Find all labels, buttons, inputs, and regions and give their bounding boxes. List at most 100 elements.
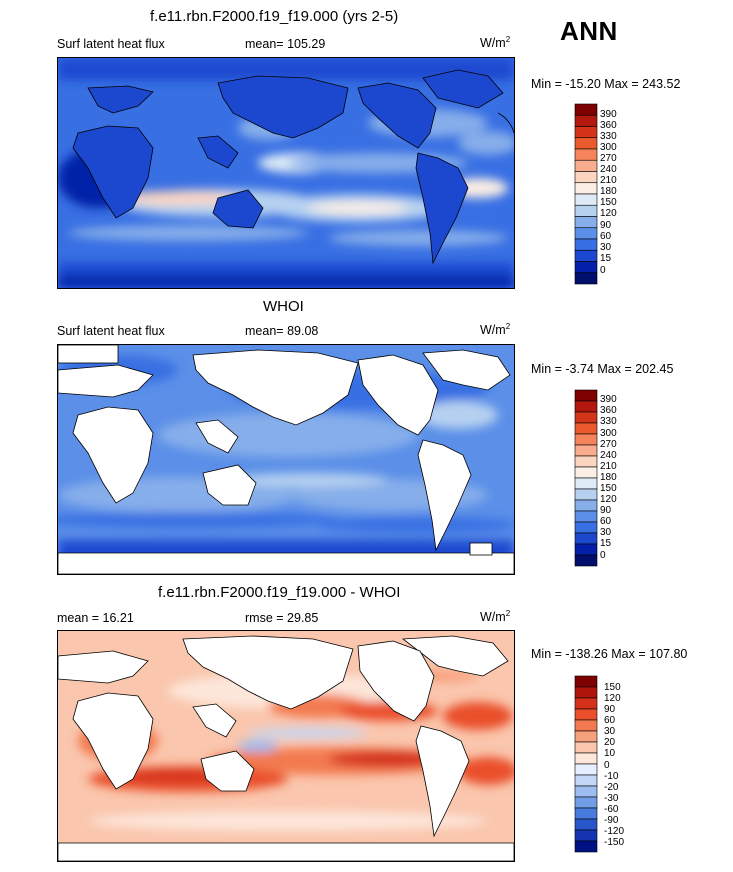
colorbar-swatch — [574, 193, 598, 206]
colorbar-swatch — [574, 103, 598, 116]
panel-model-title: f.e11.rbn.F2000.f19_f19.000 (yrs 2-5) — [150, 8, 399, 25]
colorbar-model-label: 0 — [600, 265, 606, 276]
colorbar-swatch — [574, 730, 598, 743]
panel-diff-units-base: W/m — [480, 610, 506, 625]
panel-model-units-base: W/m — [480, 36, 506, 51]
colorbar-swatch — [574, 137, 598, 150]
colorbar-swatch — [574, 126, 598, 139]
colorbar-obs-label: 300 — [600, 428, 617, 439]
map-diff — [57, 630, 515, 862]
colorbar-diff-label: 120 — [604, 693, 621, 704]
colorbar-obs-label: 390 — [600, 394, 617, 405]
panel-obs-mean: mean= 89.08 — [245, 324, 318, 338]
colorbar-swatch — [574, 400, 598, 413]
map-obs — [57, 344, 515, 575]
panel-obs-variable: Surf latent heat flux — [57, 324, 165, 338]
panel-obs-mean-label: mean= — [245, 324, 284, 338]
colorbar-swatch — [574, 807, 598, 820]
colorbar-diff-label: 150 — [604, 682, 621, 693]
colorbar-swatch — [574, 477, 598, 490]
colorbar-swatch — [574, 686, 598, 699]
colorbar-swatch — [574, 216, 598, 229]
colorbar-swatch — [574, 433, 598, 446]
colorbar-swatch — [574, 411, 598, 424]
colorbar-diff-label: 10 — [604, 748, 616, 759]
colorbar-swatch — [574, 227, 598, 240]
colorbar-obs-label: 240 — [600, 450, 617, 461]
colorbar-diff-label: -10 — [604, 771, 619, 782]
colorbar-model-label: 15 — [600, 253, 612, 264]
panel-model-mean-value: 105.29 — [287, 37, 326, 51]
panel-model-variable: Surf latent heat flux — [57, 37, 165, 51]
colorbar-diff-label: -60 — [604, 804, 619, 815]
panel-diff-mean-label: mean = — [57, 611, 100, 625]
colorbar-swatch — [574, 272, 598, 285]
colorbar-obs-label: 15 — [600, 538, 612, 549]
colorbar-swatch — [574, 249, 598, 262]
colorbar-obs-label: 30 — [600, 527, 612, 538]
panel-diff-units-exp: 2 — [505, 609, 511, 618]
panel-diff-title: f.e11.rbn.F2000.f19_f19.000 - WHOI — [158, 584, 401, 601]
colorbar-model-label: 120 — [600, 208, 617, 219]
colorbar-swatch — [574, 159, 598, 172]
colorbar-swatch — [574, 182, 598, 195]
panel-model-mean: mean= 105.29 — [245, 37, 325, 51]
colorbar-model-label: 270 — [600, 153, 617, 164]
panel-diff-mean-value: 16.21 — [102, 611, 134, 625]
colorbar-diff-label: -150 — [604, 837, 625, 848]
colorbar-obs-label: 150 — [600, 483, 617, 494]
colorbar-diff-label: -90 — [604, 815, 619, 826]
colorbar-obs-label: 180 — [600, 472, 617, 483]
panel-obs-minmax: Min = -3.74 Max = 202.45 — [531, 362, 674, 376]
colorbar-swatch — [574, 763, 598, 776]
colorbar-obs — [574, 389, 625, 570]
panel-diff-mean: mean = 16.21 — [57, 611, 134, 625]
colorbar-swatch — [574, 114, 598, 127]
colorbar-diff-label: -30 — [604, 793, 619, 804]
panel-obs-units: W/m2 — [480, 322, 510, 337]
colorbar-diff-label: 90 — [604, 704, 616, 715]
colorbar-swatch — [574, 499, 598, 512]
colorbar-swatch — [574, 796, 598, 809]
colorbar-swatch — [574, 675, 598, 688]
colorbar-swatch — [574, 554, 598, 567]
colorbar-swatch — [574, 543, 598, 556]
colorbar-swatch — [574, 719, 598, 732]
colorbar-swatch — [574, 818, 598, 831]
panel-diff-rmse-value: 29.85 — [287, 611, 319, 625]
colorbar-model-label: 300 — [600, 142, 617, 153]
colorbar-obs-label: 90 — [600, 505, 612, 516]
panel-model-minmax: Min = -15.20 Max = 243.52 — [531, 77, 681, 91]
colorbar-swatch — [574, 521, 598, 534]
colorbar-swatch — [574, 840, 598, 853]
colorbar-swatch — [574, 741, 598, 754]
map-diff-svg — [58, 631, 514, 861]
colorbar-diff-label: -20 — [604, 782, 619, 793]
colorbar-model — [574, 103, 625, 287]
colorbar-diff-label: 0 — [604, 760, 610, 771]
colorbar-diff-label: 20 — [604, 737, 616, 748]
colorbar-swatch — [574, 488, 598, 501]
colorbar-obs-label: 60 — [600, 516, 612, 527]
map-model — [57, 57, 515, 289]
colorbar-swatch — [574, 204, 598, 217]
colorbar-swatch — [574, 752, 598, 765]
panel-model-mean-label: mean= — [245, 37, 284, 51]
panel-obs-units-base: W/m — [480, 323, 506, 338]
colorbar-swatch — [574, 774, 598, 787]
colorbar-model-label: 180 — [600, 186, 617, 197]
colorbar-diff-label: -120 — [604, 826, 625, 837]
colorbar-swatch — [574, 148, 598, 161]
colorbar-swatch — [574, 785, 598, 798]
panel-diff-rmse-label: rmse = — [245, 611, 284, 625]
colorbar-swatch — [574, 532, 598, 545]
panel-obs-mean-value: 89.08 — [287, 324, 319, 338]
colorbar-model-label: 330 — [600, 131, 617, 142]
colorbar-diff-label: 60 — [604, 715, 616, 726]
colorbar-swatch — [574, 238, 598, 251]
colorbar-swatch — [574, 829, 598, 842]
colorbar-model-svg — [574, 103, 598, 285]
colorbar-swatch — [574, 697, 598, 710]
colorbar-diff — [574, 675, 625, 856]
colorbar-model-label: 90 — [600, 220, 612, 231]
